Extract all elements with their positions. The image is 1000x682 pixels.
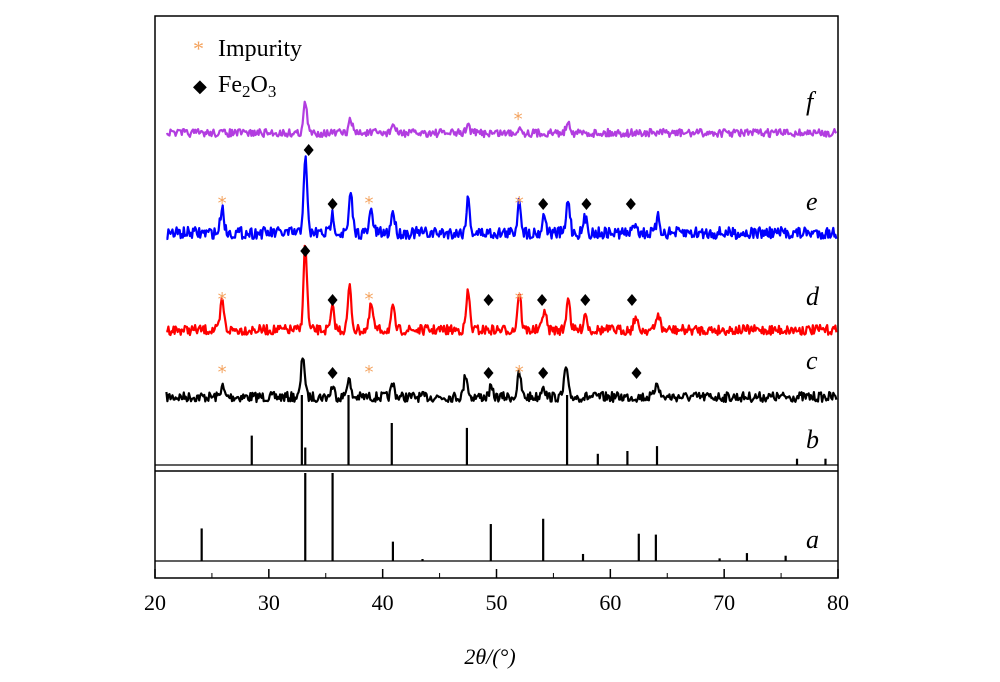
x-axis-label: 2θ/(°) xyxy=(464,644,515,669)
fe2o3-marker xyxy=(625,198,636,210)
curve-label-f: f xyxy=(806,87,817,116)
fe2o3-marker xyxy=(483,294,494,306)
plot-frame xyxy=(154,15,839,579)
x-tick-label: 80 xyxy=(827,590,849,615)
x-tick-label: 30 xyxy=(258,590,280,615)
curve-label-c: c xyxy=(806,346,818,375)
fe2o3-marker xyxy=(303,144,314,156)
fe2o3-marker xyxy=(626,294,637,306)
xrd-curve-d xyxy=(165,244,838,337)
fe2o3-marker xyxy=(537,294,548,306)
impurity-marker: * xyxy=(365,289,374,310)
plot-area: 20 30 40 50 60 70 80 a b c * * * d * * * e * * * f * xyxy=(144,15,849,615)
impurity-marker: * xyxy=(515,362,524,383)
curve-label-a: a xyxy=(806,525,819,554)
fe2o3-marker xyxy=(327,294,338,306)
x-tick-label: 50 xyxy=(486,590,508,615)
impurity-marker: * xyxy=(218,193,227,214)
xrd-curve-f xyxy=(165,100,838,139)
curve-label-d: d xyxy=(806,282,820,311)
fe2o3-marker xyxy=(580,294,591,306)
x-tick-label: 70 xyxy=(713,590,735,615)
fe2o3-marker xyxy=(631,367,642,379)
fe2o3-marker xyxy=(327,367,338,379)
x-tick-label: 40 xyxy=(372,590,394,615)
legend-fe2o3-marker: ◆ xyxy=(193,76,207,96)
xrd-curve-e xyxy=(166,155,838,241)
x-tick-label: 60 xyxy=(599,590,621,615)
legend-impurity-label: Impurity xyxy=(218,36,302,62)
fe2o3-marker xyxy=(538,198,549,210)
fe2o3-marker xyxy=(300,245,311,257)
impurity-marker: * xyxy=(365,193,374,214)
impurity-marker: * xyxy=(218,289,227,310)
fe2o3-marker xyxy=(327,198,338,210)
fe2o3-marker xyxy=(483,367,494,379)
impurity-marker: * xyxy=(365,362,374,383)
fe2o3-marker xyxy=(581,198,592,210)
impurity-marker: * xyxy=(515,193,524,214)
impurity-marker: * xyxy=(515,289,524,310)
x-tick-label: 20 xyxy=(144,590,166,615)
legend: * Impurity ◆ Fe2O3 xyxy=(193,36,302,101)
fe2o3-marker xyxy=(538,367,549,379)
impurity-marker: * xyxy=(218,362,227,383)
legend-impurity-marker: * xyxy=(193,36,204,61)
xrd-curve-c xyxy=(165,357,838,404)
impurity-marker: * xyxy=(514,109,523,130)
curve-label-b: b xyxy=(806,425,819,454)
legend-fe2o3-label: Fe2O3 xyxy=(218,72,276,101)
curve-label-e: e xyxy=(806,187,818,216)
